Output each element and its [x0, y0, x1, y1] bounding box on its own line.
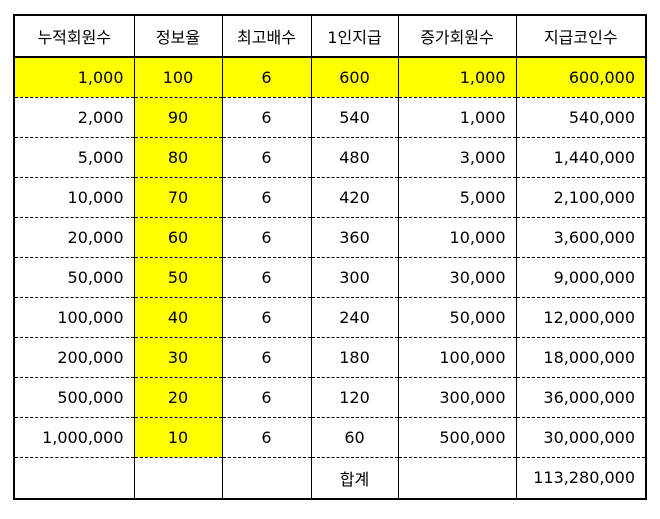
spreadsheet: 누적회원수 정보율 최고배수 1인지급 증가회원수 지급코인수 1,000 10… — [13, 14, 647, 508]
cell-empty[interactable] — [221, 456, 312, 500]
cell-cumulative-members[interactable]: 2,000 — [13, 96, 135, 138]
header-row: 누적회원수 정보율 최고배수 1인지급 증가회원수 지급코인수 — [13, 14, 647, 58]
cell-max-multiplier[interactable]: 6 — [221, 56, 312, 98]
cell-cumulative-members[interactable]: 5,000 — [13, 136, 135, 178]
cell-cumulative-members[interactable]: 1,000 — [13, 56, 135, 98]
cell-max-multiplier[interactable]: 6 — [221, 336, 312, 378]
cell-new-members[interactable]: 100,000 — [397, 336, 517, 378]
cell-coins-paid[interactable]: 9,000,000 — [515, 256, 647, 298]
header-cell-per-person-payout[interactable]: 1인지급 — [310, 14, 399, 58]
cell-info-rate[interactable]: 70 — [133, 176, 223, 218]
cell-new-members[interactable]: 30,000 — [397, 256, 517, 298]
cell-new-members[interactable]: 1,000 — [397, 56, 517, 98]
table-row: 2,000 90 6 540 1,000 540,000 — [13, 96, 647, 138]
cell-per-person-payout[interactable]: 540 — [310, 96, 399, 138]
cell-max-multiplier[interactable]: 6 — [221, 416, 312, 458]
table-row: 1,000,000 10 6 60 500,000 30,000,000 — [13, 416, 647, 458]
cell-max-multiplier[interactable]: 6 — [221, 176, 312, 218]
cell-coins-paid[interactable]: 3,600,000 — [515, 216, 647, 258]
cell-coins-paid[interactable]: 600,000 — [515, 56, 647, 98]
header-cell-new-members[interactable]: 증가회원수 — [397, 14, 517, 58]
cell-empty[interactable] — [133, 456, 223, 500]
cell-per-person-payout[interactable]: 120 — [310, 376, 399, 418]
cell-per-person-payout[interactable]: 420 — [310, 176, 399, 218]
cell-coins-paid[interactable]: 30,000,000 — [515, 416, 647, 458]
table-row: 10,000 70 6 420 5,000 2,100,000 — [13, 176, 647, 218]
cell-new-members[interactable]: 5,000 — [397, 176, 517, 218]
cell-new-members[interactable]: 10,000 — [397, 216, 517, 258]
cell-per-person-payout[interactable]: 600 — [310, 56, 399, 98]
cell-info-rate[interactable]: 40 — [133, 296, 223, 338]
header-cell-coins-paid[interactable]: 지급코인수 — [515, 14, 647, 58]
table-row: 50,000 50 6 300 30,000 9,000,000 — [13, 256, 647, 298]
table-row: 200,000 30 6 180 100,000 18,000,000 — [13, 336, 647, 378]
header-cell-cumulative-members[interactable]: 누적회원수 — [13, 14, 135, 58]
cell-new-members[interactable]: 500,000 — [397, 416, 517, 458]
cell-coins-paid[interactable]: 12,000,000 — [515, 296, 647, 338]
total-value[interactable]: 113,280,000 — [515, 456, 647, 500]
cell-per-person-payout[interactable]: 240 — [310, 296, 399, 338]
cell-new-members[interactable]: 1,000 — [397, 96, 517, 138]
cell-per-person-payout[interactable]: 360 — [310, 216, 399, 258]
cell-cumulative-members[interactable]: 50,000 — [13, 256, 135, 298]
cell-info-rate[interactable]: 50 — [133, 256, 223, 298]
cell-cumulative-members[interactable]: 20,000 — [13, 216, 135, 258]
cell-new-members[interactable]: 50,000 — [397, 296, 517, 338]
cell-max-multiplier[interactable]: 6 — [221, 136, 312, 178]
cell-empty[interactable] — [13, 456, 135, 500]
cell-info-rate[interactable]: 10 — [133, 416, 223, 458]
cell-info-rate[interactable]: 20 — [133, 376, 223, 418]
header-cell-info-rate[interactable]: 정보율 — [133, 14, 223, 58]
cell-info-rate[interactable]: 100 — [133, 56, 223, 98]
cell-max-multiplier[interactable]: 6 — [221, 256, 312, 298]
cell-max-multiplier[interactable]: 6 — [221, 96, 312, 138]
cell-info-rate[interactable]: 60 — [133, 216, 223, 258]
cell-cumulative-members[interactable]: 100,000 — [13, 296, 135, 338]
cell-new-members[interactable]: 3,000 — [397, 136, 517, 178]
cell-info-rate[interactable]: 80 — [133, 136, 223, 178]
table-row: 5,000 80 6 480 3,000 1,440,000 — [13, 136, 647, 178]
cell-new-members[interactable]: 300,000 — [397, 376, 517, 418]
cell-max-multiplier[interactable]: 6 — [221, 376, 312, 418]
cell-coins-paid[interactable]: 2,100,000 — [515, 176, 647, 218]
cell-cumulative-members[interactable]: 1,000,000 — [13, 416, 135, 458]
cell-coins-paid[interactable]: 540,000 — [515, 96, 647, 138]
cell-per-person-payout[interactable]: 180 — [310, 336, 399, 378]
coin-distribution-table: 누적회원수 정보율 최고배수 1인지급 증가회원수 지급코인수 1,000 10… — [13, 14, 647, 500]
cell-per-person-payout[interactable]: 300 — [310, 256, 399, 298]
cell-cumulative-members[interactable]: 200,000 — [13, 336, 135, 378]
total-label[interactable]: 합계 — [310, 456, 399, 500]
header-cell-max-multiplier[interactable]: 최고배수 — [221, 14, 312, 58]
cell-per-person-payout[interactable]: 60 — [310, 416, 399, 458]
total-row: 합계 113,280,000 — [13, 456, 647, 500]
table-row: 1,000 100 6 600 1,000 600,000 — [13, 56, 647, 98]
cell-max-multiplier[interactable]: 6 — [221, 296, 312, 338]
cell-info-rate[interactable]: 30 — [133, 336, 223, 378]
cell-coins-paid[interactable]: 1,440,000 — [515, 136, 647, 178]
cell-max-multiplier[interactable]: 6 — [221, 216, 312, 258]
cell-empty[interactable] — [397, 456, 517, 500]
cell-cumulative-members[interactable]: 10,000 — [13, 176, 135, 218]
cell-cumulative-members[interactable]: 500,000 — [13, 376, 135, 418]
cell-info-rate[interactable]: 90 — [133, 96, 223, 138]
table-row: 100,000 40 6 240 50,000 12,000,000 — [13, 296, 647, 338]
cell-per-person-payout[interactable]: 480 — [310, 136, 399, 178]
cell-coins-paid[interactable]: 18,000,000 — [515, 336, 647, 378]
cell-coins-paid[interactable]: 36,000,000 — [515, 376, 647, 418]
table-row: 20,000 60 6 360 10,000 3,600,000 — [13, 216, 647, 258]
table-row: 500,000 20 6 120 300,000 36,000,000 — [13, 376, 647, 418]
